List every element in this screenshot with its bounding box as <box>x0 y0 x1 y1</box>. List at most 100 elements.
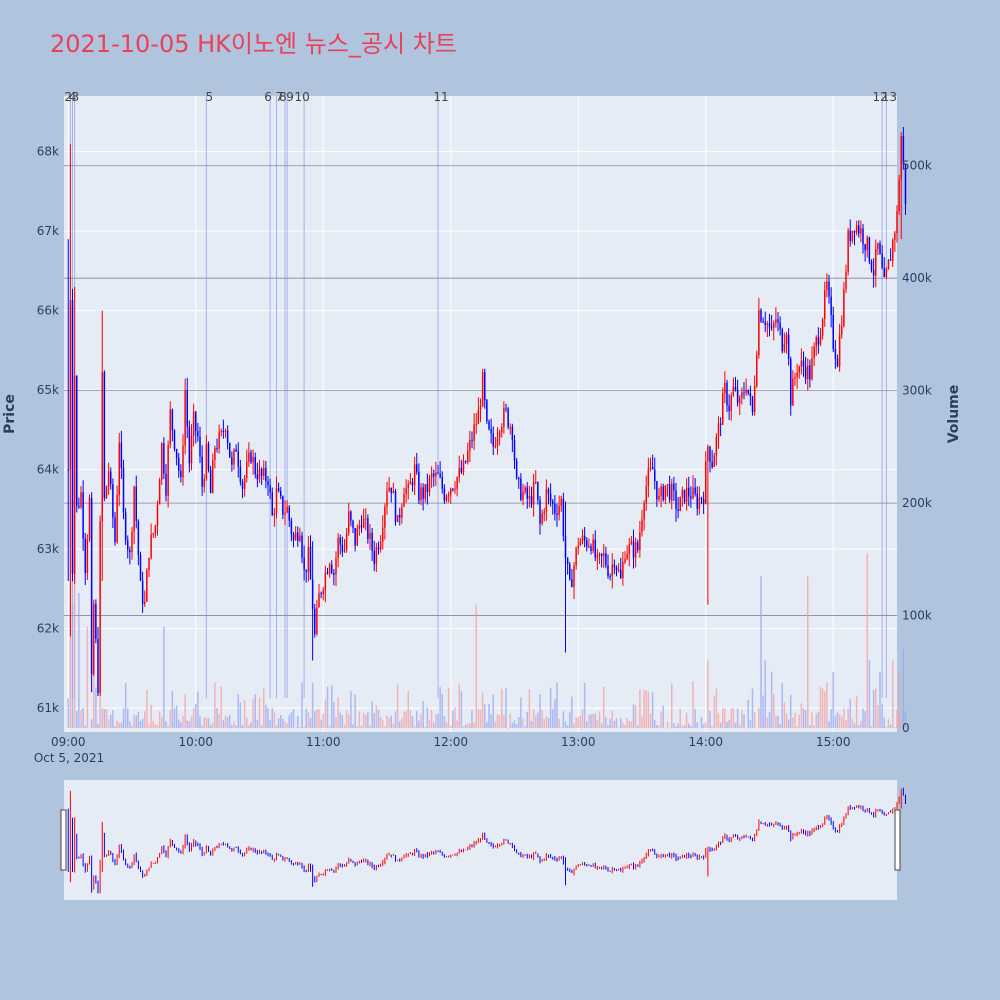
candle-body <box>127 540 129 550</box>
range-slider-right-handle[interactable] <box>894 809 901 871</box>
volume-bar <box>184 694 186 728</box>
candle-body <box>450 488 452 496</box>
price-tick-label: 63k <box>37 542 59 556</box>
candle-body <box>311 579 314 609</box>
candle-body <box>333 573 335 575</box>
volume-bar <box>124 683 127 728</box>
candle-body <box>220 431 222 433</box>
volume-bar <box>460 691 463 728</box>
volume-bar <box>469 723 471 728</box>
volume-bar <box>154 723 157 728</box>
candle-body <box>581 535 584 542</box>
range-slider-left-handle[interactable] <box>60 809 67 871</box>
volume-bar <box>345 710 348 728</box>
volume-bar <box>885 727 888 728</box>
volume-bar <box>724 708 726 728</box>
candle-body <box>547 489 550 494</box>
volume-bar <box>562 711 565 728</box>
volume-bar <box>656 724 658 728</box>
volume-bar <box>849 699 851 728</box>
volume-tick-label: 100k <box>902 609 932 623</box>
time-tick-label: 13:00 <box>561 735 596 749</box>
volume-bar <box>796 726 798 728</box>
candle-body <box>881 253 883 268</box>
candle-body <box>80 492 82 507</box>
volume-bar <box>165 721 167 728</box>
volume-bar <box>161 716 163 728</box>
candle-body <box>67 469 69 471</box>
volume-bar <box>645 690 647 728</box>
volume-bar <box>178 719 180 728</box>
candle-body <box>707 446 709 462</box>
volume-bar <box>705 722 707 728</box>
volume-bar <box>76 711 78 728</box>
volume-bar <box>749 720 752 728</box>
candle-body <box>586 540 588 547</box>
candle-body <box>660 486 662 496</box>
volume-bar <box>471 709 473 728</box>
candle-body <box>696 493 698 509</box>
candle-body <box>849 230 851 241</box>
volume-bars <box>67 469 907 729</box>
candle-body <box>513 440 516 461</box>
volume-bar <box>647 691 650 728</box>
candle-body <box>879 243 881 254</box>
volume-bar <box>218 713 220 728</box>
candle-body <box>821 319 824 337</box>
volume-bar <box>324 699 327 728</box>
candle-body <box>258 468 261 480</box>
volume-bar <box>688 723 690 728</box>
candle-body <box>84 538 86 573</box>
volume-bar <box>246 717 248 728</box>
volume-bar <box>84 725 86 728</box>
candle-body <box>467 450 469 463</box>
candle-body <box>641 519 643 533</box>
candle-body <box>545 489 548 512</box>
volume-bar <box>596 720 599 728</box>
volume-bar <box>358 711 361 728</box>
candle-body <box>600 553 603 557</box>
candle-body <box>681 489 684 497</box>
volume-bar <box>543 719 545 728</box>
candle-body <box>456 477 458 489</box>
candle-body <box>345 533 348 550</box>
candle-body <box>809 365 811 380</box>
volume-bar <box>736 708 739 728</box>
candle-body <box>411 482 414 486</box>
volume-bar <box>133 714 135 728</box>
volume-bar <box>685 712 688 728</box>
candle-body <box>756 355 758 387</box>
volume-bar <box>537 712 539 728</box>
volume-bar <box>224 715 227 728</box>
candle-body <box>135 486 137 521</box>
volume-bar <box>360 725 363 728</box>
candle-body <box>424 484 426 499</box>
volume-bar <box>190 716 193 728</box>
volume-bar <box>405 711 407 728</box>
volume-bar <box>420 713 422 728</box>
x-date-label: Oct 5, 2021 <box>34 751 104 765</box>
news-marker-label: 13 <box>882 90 897 104</box>
candle-body <box>705 461 707 504</box>
candle-body <box>819 336 822 345</box>
volume-bar <box>116 720 118 728</box>
volume-bar <box>339 712 341 728</box>
candle-body <box>562 498 565 537</box>
candle-body <box>265 468 267 481</box>
volume-bar <box>573 723 575 728</box>
volume-bar <box>549 687 552 728</box>
volume-bar <box>624 725 626 728</box>
candle-body <box>751 396 754 413</box>
candle-body <box>692 487 694 499</box>
candle-body <box>299 535 301 541</box>
candle-body <box>862 228 864 245</box>
volume-bar <box>479 709 482 728</box>
volume-bar <box>830 708 832 728</box>
candle-body <box>518 477 520 479</box>
candle-body <box>195 411 197 432</box>
volume-bar <box>524 726 526 728</box>
candle-body <box>394 491 397 523</box>
candle-body <box>505 408 507 410</box>
volume-bar <box>743 714 745 728</box>
candle-body <box>649 467 652 469</box>
